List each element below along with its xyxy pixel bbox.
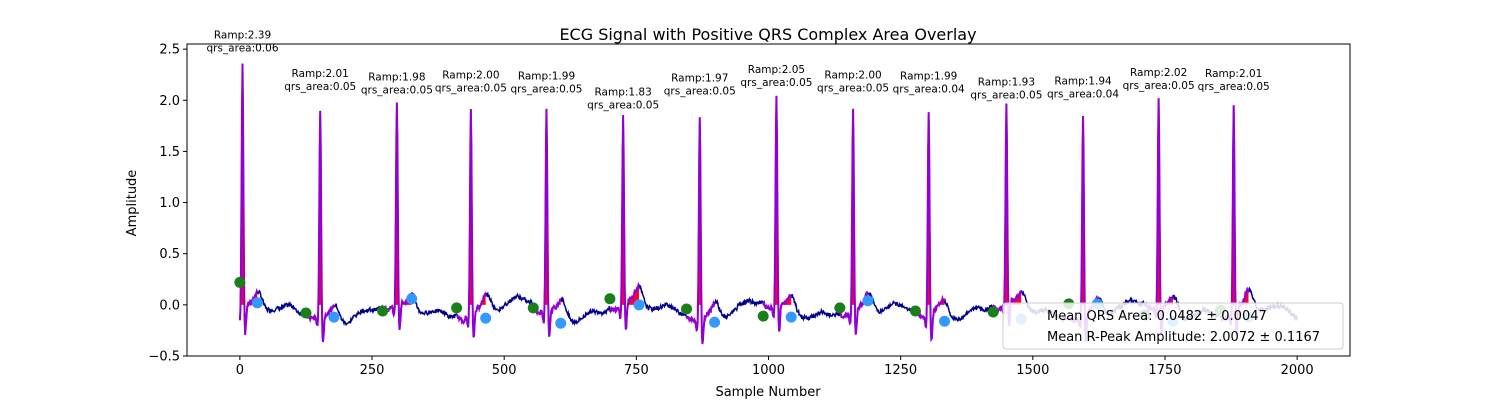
qrs-segment-line	[532, 108, 562, 337]
qrs-offset-marker	[251, 297, 263, 309]
qrs-area-label: qrs_area:0.05	[970, 89, 1042, 101]
peak-amplitude-label: Ramp:1.83	[594, 87, 651, 99]
y-tick-label: 1.0	[159, 196, 180, 211]
qrs-segment-line	[914, 112, 946, 343]
peak-amplitude-label: Ramp:2.01	[1205, 68, 1262, 80]
y-tick-label: 0.0	[159, 298, 180, 313]
qrs-offset-marker	[555, 317, 567, 329]
peak-amplitude-label: Ramp:2.39	[214, 29, 271, 41]
qrs-offset-marker	[862, 295, 874, 307]
plot-area	[234, 63, 1298, 345]
qrs-onset-marker	[234, 276, 246, 288]
qrs-onset-marker	[604, 293, 616, 305]
legend-entry-r-peak: Mean R-Peak Amplitude: 2.0072 ± 0.1167	[1047, 330, 1320, 345]
qrs-area-label: qrs_area:0.05	[284, 81, 356, 93]
qrs-area-label: qrs_area:0.04	[1047, 88, 1119, 100]
qrs-segment-line	[1219, 105, 1250, 336]
qrs-area-label: qrs_area:0.05	[740, 77, 812, 89]
x-tick-label: 1750	[1148, 363, 1181, 378]
qrs-offset-marker	[785, 311, 797, 323]
peak-amplitude-label: Ramp:1.99	[518, 70, 575, 82]
y-axis: −0.5 0.0 0.5 1.0 1.5 2.0 2.5	[148, 43, 187, 365]
qrs-area-label: qrs_area:0.06	[206, 42, 278, 54]
qrs-onset-marker	[834, 302, 846, 314]
y-tick-label: 0.5	[159, 247, 180, 262]
peak-amplitude-label: Ramp:2.00	[442, 69, 499, 81]
signal-group	[234, 63, 1298, 345]
qrs-segment-line	[762, 95, 793, 332]
legend: Mean QRS Area: 0.0482 ± 0.0047 Mean R-Pe…	[1002, 302, 1344, 350]
x-tick-label: 2000	[1281, 363, 1314, 378]
qrs-onset-marker	[681, 303, 693, 315]
y-tick-label: 2.5	[159, 43, 180, 58]
qrs-area-label: qrs_area:0.05	[817, 82, 889, 94]
qrs-area-label: qrs_area:0.04	[893, 83, 965, 95]
y-tick-label: 2.0	[159, 94, 180, 109]
qrs-onset-marker	[451, 302, 463, 314]
qrs-area-label: qrs_area:0.05	[1123, 80, 1195, 92]
qrs-area-label: qrs_area:0.05	[664, 85, 736, 97]
qrs-offset-marker	[709, 316, 721, 328]
legend-box	[1002, 302, 1344, 350]
x-tick-label: 1500	[1016, 363, 1049, 378]
qrs-area-label: qrs_area:0.05	[361, 84, 433, 96]
peak-annotations: Ramp:2.39qrs_area:0.06Ramp:2.01qrs_area:…	[206, 29, 1269, 111]
y-tick-label: 1.5	[159, 145, 180, 160]
qrs-onset-marker	[757, 310, 769, 322]
peak-amplitude-label: Ramp:1.94	[1054, 75, 1112, 87]
peak-amplitude-label: Ramp:1.97	[671, 72, 728, 84]
x-tick-label: 1000	[752, 363, 785, 378]
y-tick-label: −0.5	[148, 350, 180, 365]
qrs-offset-marker	[939, 315, 951, 327]
x-tick-label: 500	[492, 363, 517, 378]
qrs-segment-line	[455, 109, 487, 338]
qrs-onset-marker	[987, 306, 999, 318]
x-tick-label: 750	[624, 363, 649, 378]
chart-title: ECG Signal with Positive QRS Complex Are…	[559, 25, 976, 44]
peak-amplitude-label: Ramp:1.93	[978, 76, 1035, 88]
peak-amplitude-label: Ramp:2.01	[292, 68, 349, 80]
peak-amplitude-label: Ramp:1.99	[900, 70, 957, 82]
qrs-area-label: qrs_area:0.05	[435, 82, 507, 94]
peak-amplitude-label: Ramp:2.05	[748, 64, 805, 76]
x-axis-label: Sample Number	[715, 385, 821, 400]
x-tick-label: 0	[236, 363, 244, 378]
y-axis-label: Amplitude	[125, 170, 140, 237]
qrs-onset-marker	[909, 305, 921, 317]
qrs-onset-marker	[527, 302, 539, 314]
qrs-onset-marker	[377, 305, 389, 317]
qrs-offset-marker	[633, 299, 645, 311]
qrs-area-label: qrs_area:0.05	[510, 83, 582, 95]
legend-entry-qrs-area: Mean QRS Area: 0.0482 ± 0.0047	[1047, 309, 1267, 324]
qrs-offset-marker	[406, 293, 418, 305]
qrs-onset-marker	[300, 307, 312, 319]
qrs-offset-marker	[328, 311, 340, 323]
qrs-area-label: qrs_area:0.05	[587, 100, 659, 112]
x-tick-label: 1250	[884, 363, 917, 378]
x-tick-label: 250	[360, 363, 385, 378]
peak-amplitude-label: Ramp:2.00	[824, 69, 881, 81]
qrs-segment-line	[609, 115, 640, 330]
qrs-offset-marker	[480, 312, 492, 324]
peak-amplitude-label: Ramp:1.98	[368, 71, 425, 83]
peak-amplitude-label: Ramp:2.02	[1130, 67, 1187, 79]
qrs-segment-line	[992, 103, 1023, 326]
qrs-segment-line	[685, 117, 716, 345]
qrs-segment-line	[305, 110, 335, 343]
qrs-area-label: qrs_area:0.05	[1198, 81, 1270, 93]
x-axis: 0 250 500 750 1000 1250 1500 1750 2000	[236, 356, 1314, 378]
